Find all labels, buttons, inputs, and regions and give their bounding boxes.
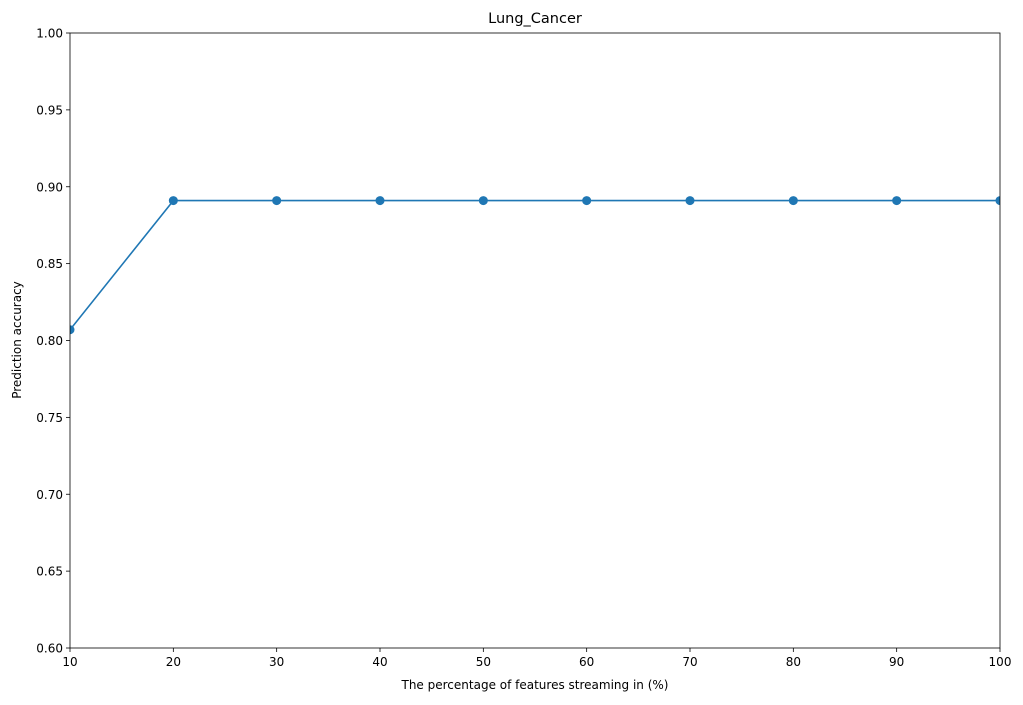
y-tick-label: 0.65 bbox=[36, 565, 63, 579]
y-axis-label: Prediction accuracy bbox=[10, 281, 24, 399]
data-point bbox=[685, 196, 695, 206]
x-tick-label: 90 bbox=[889, 655, 904, 669]
axes-frame bbox=[69, 32, 1001, 649]
y-tick-label: 0.60 bbox=[36, 642, 63, 656]
x-tick-label: 100 bbox=[989, 655, 1012, 669]
y-tick-label: 0.90 bbox=[36, 180, 63, 194]
x-tick-label: 10 bbox=[62, 655, 77, 669]
data-point bbox=[892, 196, 902, 206]
x-tick-label: 70 bbox=[682, 655, 697, 669]
y-tick-label: 0.80 bbox=[36, 334, 63, 348]
y-tick-label: 0.75 bbox=[36, 411, 63, 425]
x-tick-label: 20 bbox=[166, 655, 181, 669]
series-line bbox=[70, 199, 1000, 331]
data-point bbox=[788, 196, 798, 206]
y-tick-label: 0.70 bbox=[36, 488, 63, 502]
data-point bbox=[582, 196, 592, 206]
plot-area: 10 20 30 40 50 60 70 80 90 100 0.60 0.65 0.70 0.75 0.8… bbox=[36, 27, 1011, 670]
x-tick-label: 80 bbox=[786, 655, 801, 669]
data-layer bbox=[70, 196, 1000, 335]
x-axis-label: The percentage of features streaming in … bbox=[401, 678, 669, 692]
x-tick-label: 40 bbox=[372, 655, 387, 669]
y-tick-label: 0.95 bbox=[36, 103, 63, 117]
y-tick-label: 1.00 bbox=[36, 27, 63, 41]
x-tick-label: 60 bbox=[579, 655, 594, 669]
data-point bbox=[272, 196, 282, 206]
data-point bbox=[375, 196, 385, 206]
chart-title: Lung_Cancer bbox=[488, 11, 582, 27]
data-point bbox=[995, 196, 1000, 206]
data-point bbox=[478, 196, 488, 206]
data-point bbox=[168, 196, 178, 206]
y-tick-label: 0.85 bbox=[36, 257, 63, 271]
data-point bbox=[70, 325, 75, 335]
x-tick-label: 50 bbox=[476, 655, 491, 669]
x-tick-label: 30 bbox=[269, 655, 284, 669]
